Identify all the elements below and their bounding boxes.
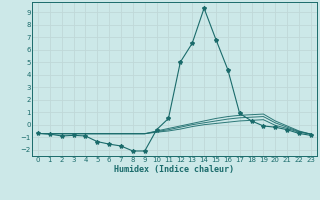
X-axis label: Humidex (Indice chaleur): Humidex (Indice chaleur) [115,165,234,174]
